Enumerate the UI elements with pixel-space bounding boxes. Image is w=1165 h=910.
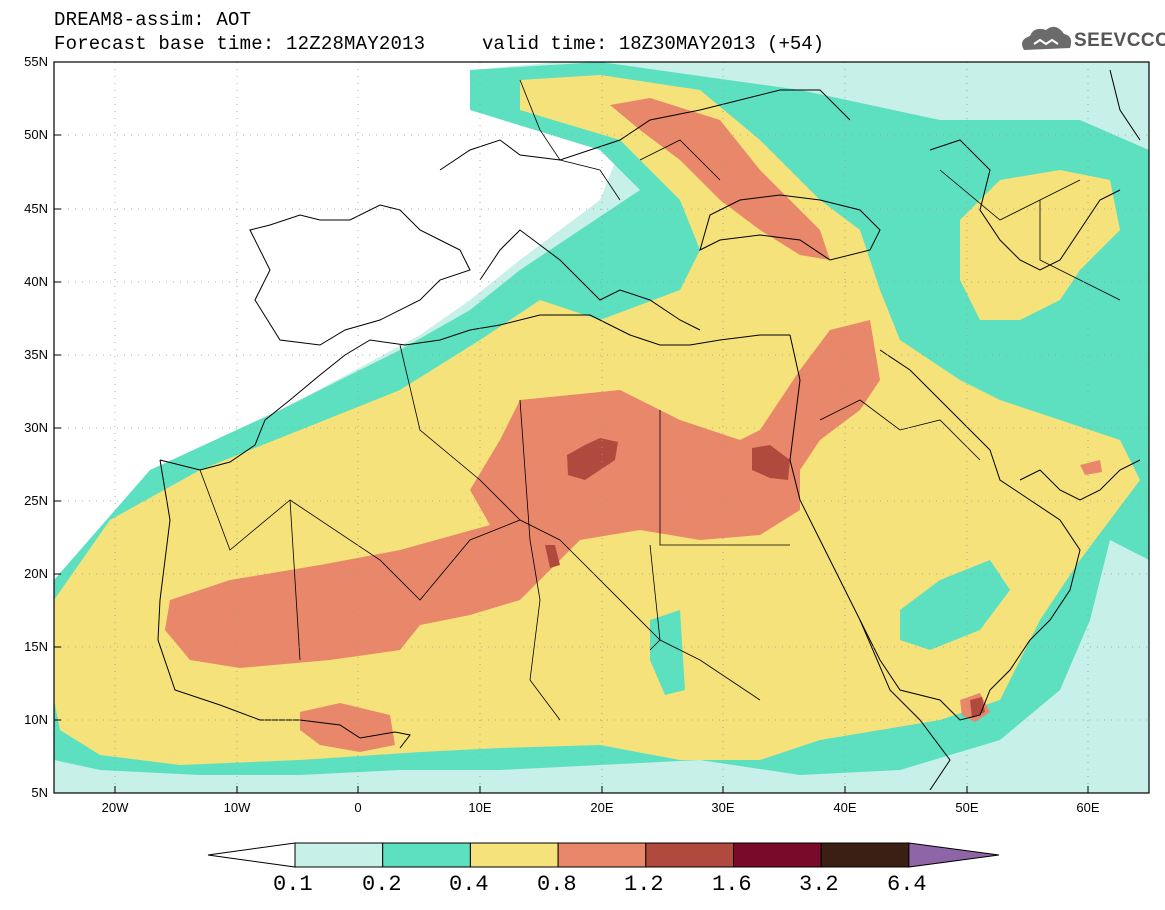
lon-label: 60E: [1076, 800, 1099, 815]
lat-label: 45N: [24, 201, 48, 216]
lat-label: 55N: [24, 54, 48, 69]
lat-label: 20N: [24, 566, 48, 581]
colorbar: [207, 842, 999, 868]
lon-labels: 20W 10W 0 10E 20E 30E 40E 50E 60E: [102, 800, 1100, 815]
lon-label: 40E: [833, 800, 856, 815]
grid: [54, 62, 1149, 793]
lat-label: 50N: [24, 127, 48, 142]
colorbar-label: 3.2: [799, 872, 839, 897]
base-time: Forecast base time: 12Z28MAY2013: [54, 33, 426, 55]
lat-label: 10N: [24, 712, 48, 727]
lon-label: 10W: [224, 800, 251, 815]
lon-label: 50E: [955, 800, 978, 815]
lon-label: 10E: [468, 800, 491, 815]
coastlines: [157, 69, 1141, 791]
colorbar-arrow-low: [207, 842, 296, 868]
colorbar-swatch: [820, 842, 910, 868]
aot-field: [54, 62, 1149, 793]
colorbar-swatch: [294, 842, 384, 868]
colorbar-label: 0.4: [449, 872, 489, 897]
cloud-icon: [1022, 26, 1072, 50]
map-title: DREAM8-assim: AOT: [54, 9, 252, 31]
colorbar-label: 0.1: [273, 872, 313, 897]
logo-text: SEEVCCC: [1074, 30, 1165, 51]
lon-label: 0: [354, 800, 361, 815]
aot-band-1.2: [567, 438, 618, 480]
colorbar-swatch: [733, 842, 822, 868]
axis-ticks: [54, 61, 1089, 794]
lat-labels: 5N 10N 15N 20N 25N 30N 35N 40N 45N 50N 5…: [24, 54, 48, 800]
lon-label: 20E: [590, 800, 613, 815]
borders: [199, 79, 1121, 721]
lat-label: 40N: [24, 274, 48, 289]
lat-label: 15N: [24, 639, 48, 654]
colorbar-label: 1.6: [712, 872, 752, 897]
lon-label: 20W: [102, 800, 129, 815]
colorbar-swatch: [645, 842, 734, 868]
colorbar-label: 1.2: [624, 872, 664, 897]
valid-time: valid time: 18Z30MAY2013 (+54): [482, 33, 825, 55]
colorbar-label: 0.8: [537, 872, 577, 897]
lat-label: 25N: [24, 493, 48, 508]
lat-label: 5N: [31, 785, 48, 800]
colorbar-swatch: [557, 842, 647, 868]
colorbar-swatch: [382, 842, 471, 868]
lon-label: 30E: [711, 800, 734, 815]
lat-label: 30N: [24, 420, 48, 435]
aot-band-0.8: [165, 320, 880, 668]
colorbar-label: 6.4: [887, 872, 927, 897]
colorbar-arrow-high: [908, 842, 999, 868]
colorbar-swatch: [469, 842, 559, 868]
lat-label: 35N: [24, 347, 48, 362]
colorbar-label: 0.2: [362, 872, 402, 897]
